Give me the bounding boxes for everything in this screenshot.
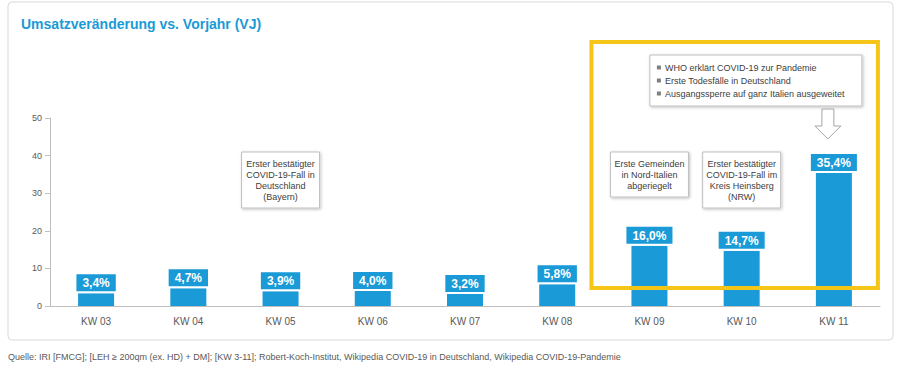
svg-text:4,0%: 4,0% — [359, 274, 387, 288]
svg-text:20: 20 — [32, 226, 42, 236]
svg-text:Quelle: IRI [FMCG]; [LEH ≥ 200: Quelle: IRI [FMCG]; [LEH ≥ 200qm (ex. HD… — [8, 352, 621, 362]
svg-text:14,7%: 14,7% — [725, 234, 759, 248]
svg-text:10: 10 — [32, 263, 42, 273]
svg-text:Deutschland: Deutschland — [256, 181, 306, 191]
svg-text:KW 05: KW 05 — [266, 316, 296, 327]
svg-text:Erste Todesfälle in Deutschlan: Erste Todesfälle in Deutschland — [665, 76, 791, 86]
svg-text:(Bayern): (Bayern) — [263, 192, 298, 202]
svg-text:abgeriegelt: abgeriegelt — [627, 181, 672, 191]
svg-text:Ausgangssperre auf ganz Italie: Ausgangssperre auf ganz Italien ausgewei… — [665, 89, 845, 99]
svg-text:KW 11: KW 11 — [819, 316, 849, 327]
svg-text:5,8%: 5,8% — [544, 267, 572, 281]
svg-text:40: 40 — [32, 151, 42, 161]
svg-text:50: 50 — [32, 113, 42, 123]
svg-text:30: 30 — [32, 188, 42, 198]
svg-text:(NRW): (NRW) — [728, 192, 755, 202]
svg-text:3,9%: 3,9% — [267, 274, 295, 288]
svg-text:Erste Gemeinden: Erste Gemeinden — [614, 159, 684, 169]
svg-text:4,7%: 4,7% — [175, 271, 203, 285]
svg-text:35,4%: 35,4% — [817, 156, 851, 170]
svg-text:Kreis Heinsberg: Kreis Heinsberg — [710, 181, 774, 191]
svg-text:Erster bestätigter: Erster bestätigter — [246, 159, 315, 169]
svg-text:3,2%: 3,2% — [451, 277, 479, 291]
svg-text:KW 10: KW 10 — [727, 316, 757, 327]
svg-text:Umsatzveränderung vs. Vorjahr: Umsatzveränderung vs. Vorjahr (VJ) — [21, 16, 261, 32]
svg-text:in Nord-Italien: in Nord-Italien — [621, 170, 677, 180]
svg-text:KW 04: KW 04 — [173, 316, 203, 327]
svg-text:KW 07: KW 07 — [450, 316, 480, 327]
svg-text:KW 09: KW 09 — [634, 316, 664, 327]
svg-text:3,4%: 3,4% — [82, 276, 110, 290]
svg-text:16,0%: 16,0% — [632, 229, 666, 243]
svg-text:WHO erklärt COVID-19 zur Pande: WHO erklärt COVID-19 zur Pandemie — [665, 63, 817, 73]
svg-text:Erster bestätigter: Erster bestätigter — [707, 159, 776, 169]
svg-text:KW 06: KW 06 — [358, 316, 388, 327]
svg-text:COVID-19-Fall im: COVID-19-Fall im — [706, 170, 777, 180]
svg-text:0: 0 — [37, 301, 42, 311]
svg-text:KW 08: KW 08 — [542, 316, 572, 327]
svg-text:COVID-19-Fall in: COVID-19-Fall in — [246, 170, 315, 180]
svg-text:KW 03: KW 03 — [81, 316, 111, 327]
